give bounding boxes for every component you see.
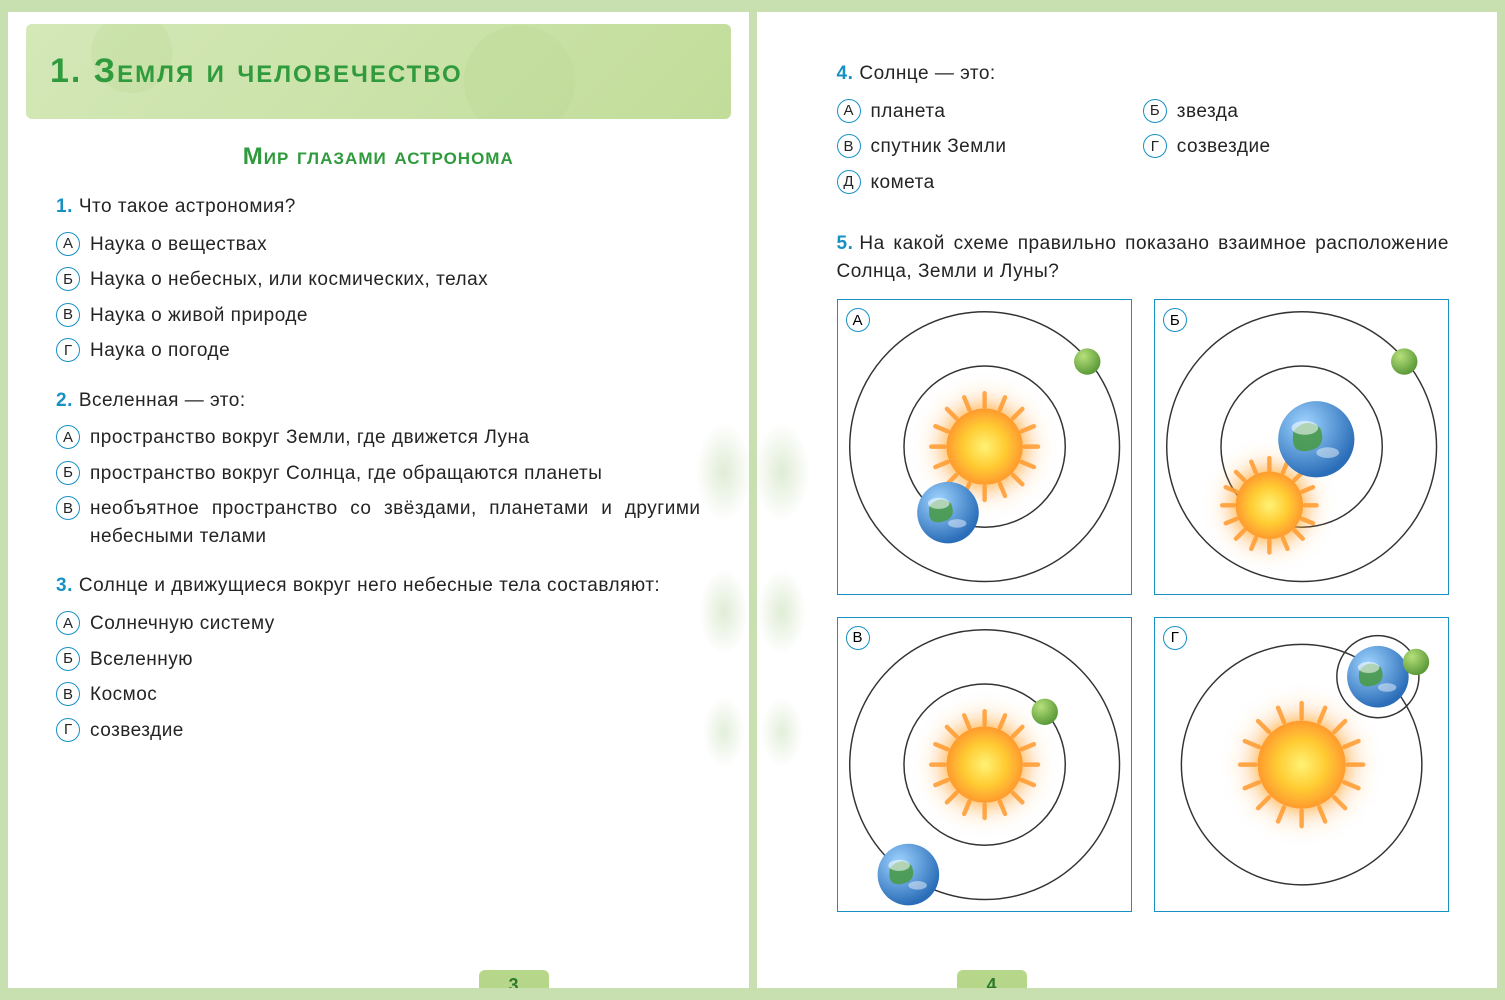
diagram-letter: Г: [1163, 626, 1187, 650]
diagram-letter: Б: [1163, 308, 1187, 332]
diagram-letter: А: [846, 308, 870, 332]
diagram-letter: В: [846, 626, 870, 650]
